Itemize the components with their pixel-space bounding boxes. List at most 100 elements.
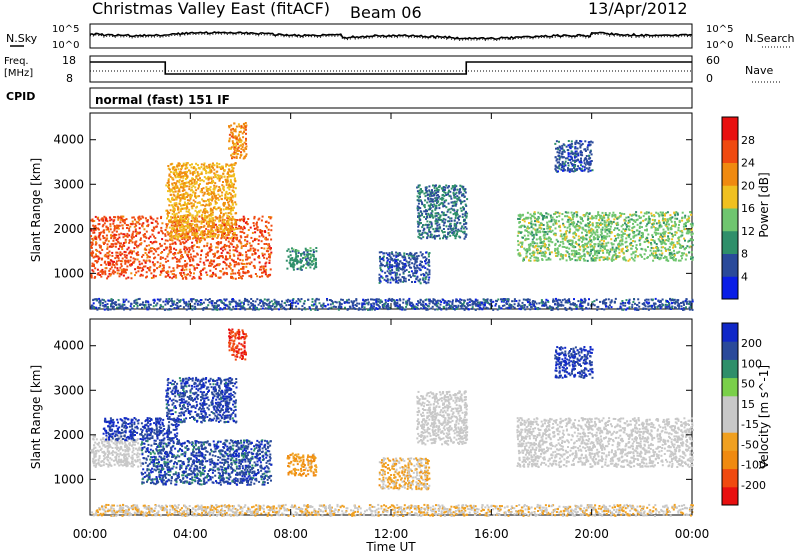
echo-cell — [623, 256, 626, 259]
echo-cell — [220, 176, 223, 179]
echo-cell — [188, 256, 190, 259]
echo-cell — [155, 220, 158, 223]
echo-cell — [173, 269, 176, 272]
echo-cell — [575, 253, 578, 256]
echo-cell — [398, 252, 401, 254]
echo-cell — [557, 251, 560, 254]
echo-cell — [571, 222, 574, 225]
echo-cell — [604, 245, 606, 248]
echo-cell — [236, 143, 239, 146]
echo-cell — [420, 222, 422, 224]
echo-cell — [565, 232, 568, 235]
echo-cell — [101, 248, 104, 251]
echo-cell — [254, 252, 257, 255]
echo-cell — [434, 212, 437, 215]
echo-cell — [378, 281, 381, 284]
echo-cell — [266, 238, 269, 241]
echo-cell — [554, 227, 557, 230]
echo-cell — [191, 217, 194, 220]
echo-cell — [401, 276, 404, 278]
echo-cell — [211, 222, 214, 225]
echo-cell — [605, 226, 608, 229]
echo-cell — [215, 264, 218, 267]
echo-cell — [299, 266, 302, 269]
echo-cell — [663, 232, 666, 235]
echo-cell — [413, 263, 416, 266]
echo-cell — [171, 228, 174, 231]
echo-cell — [652, 214, 655, 217]
echo-cell — [603, 216, 606, 219]
echo-cell — [533, 211, 536, 214]
echo-cell — [229, 231, 232, 234]
echo-cell — [457, 215, 460, 218]
echo-cell — [435, 207, 438, 210]
echo-cell — [175, 203, 178, 206]
echo-cell — [674, 225, 677, 228]
echo-cell — [432, 205, 435, 208]
echo-cell — [109, 268, 112, 270]
echo-cell — [408, 261, 411, 263]
echo-cell — [381, 258, 384, 260]
echo-cell — [184, 202, 187, 205]
echo-cell — [226, 199, 228, 201]
echo-cell — [567, 220, 570, 223]
echo-cell — [659, 257, 662, 260]
echo-cell — [539, 247, 542, 250]
echo-cell — [174, 213, 176, 216]
echo-cell — [242, 136, 245, 139]
echo-cell — [395, 264, 398, 267]
echo-cell — [546, 233, 549, 236]
echo-cell — [205, 165, 208, 168]
echo-cell — [657, 232, 660, 235]
echo-cell — [539, 238, 542, 241]
echo-cell — [607, 221, 610, 224]
echo-cell — [242, 123, 245, 126]
echo-cell — [431, 189, 433, 192]
echo-cell — [651, 218, 654, 221]
echo-cell — [214, 252, 216, 255]
echo-cell — [94, 255, 97, 258]
echo-cell — [173, 198, 176, 201]
echo-cell — [172, 267, 175, 270]
echo-cell — [187, 218, 190, 221]
echo-cell — [413, 256, 416, 259]
echo-cell — [291, 250, 294, 253]
echo-cell — [167, 181, 170, 184]
echo-cell — [553, 213, 556, 215]
echo-cell — [453, 194, 456, 197]
echo-cell — [427, 204, 430, 207]
echo-cell — [131, 222, 134, 225]
echo-cell — [204, 210, 207, 213]
echo-cell — [423, 204, 426, 206]
echo-cell — [466, 198, 469, 201]
echo-cell — [204, 208, 207, 211]
echo-cell — [415, 255, 418, 258]
echo-cell — [130, 236, 133, 239]
echo-cell — [424, 256, 427, 259]
echo-cell — [174, 236, 176, 239]
echo-cell — [121, 257, 124, 260]
echo-cell — [463, 190, 466, 192]
echo-cell — [454, 201, 457, 204]
echo-cell — [121, 260, 124, 263]
echo-cell — [221, 246, 224, 249]
echo-cell — [208, 163, 211, 166]
echo-cell — [604, 225, 607, 228]
echo-cell — [582, 250, 585, 253]
echo-cell — [402, 272, 405, 275]
echo-cell — [658, 258, 661, 261]
echo-cell — [525, 249, 528, 252]
echo-cell — [592, 229, 595, 232]
echo-cell — [629, 242, 631, 245]
echo-cell — [607, 216, 610, 219]
echo-cell — [229, 170, 232, 173]
echo-cell — [651, 223, 654, 226]
echo-cell — [538, 252, 541, 255]
echo-cell — [629, 238, 632, 241]
echo-cell — [464, 191, 467, 194]
echo-cell — [199, 209, 202, 212]
echo-cell — [121, 248, 124, 250]
echo-cell — [690, 257, 692, 260]
echo-cell — [269, 248, 272, 251]
echo-cell — [388, 255, 391, 257]
